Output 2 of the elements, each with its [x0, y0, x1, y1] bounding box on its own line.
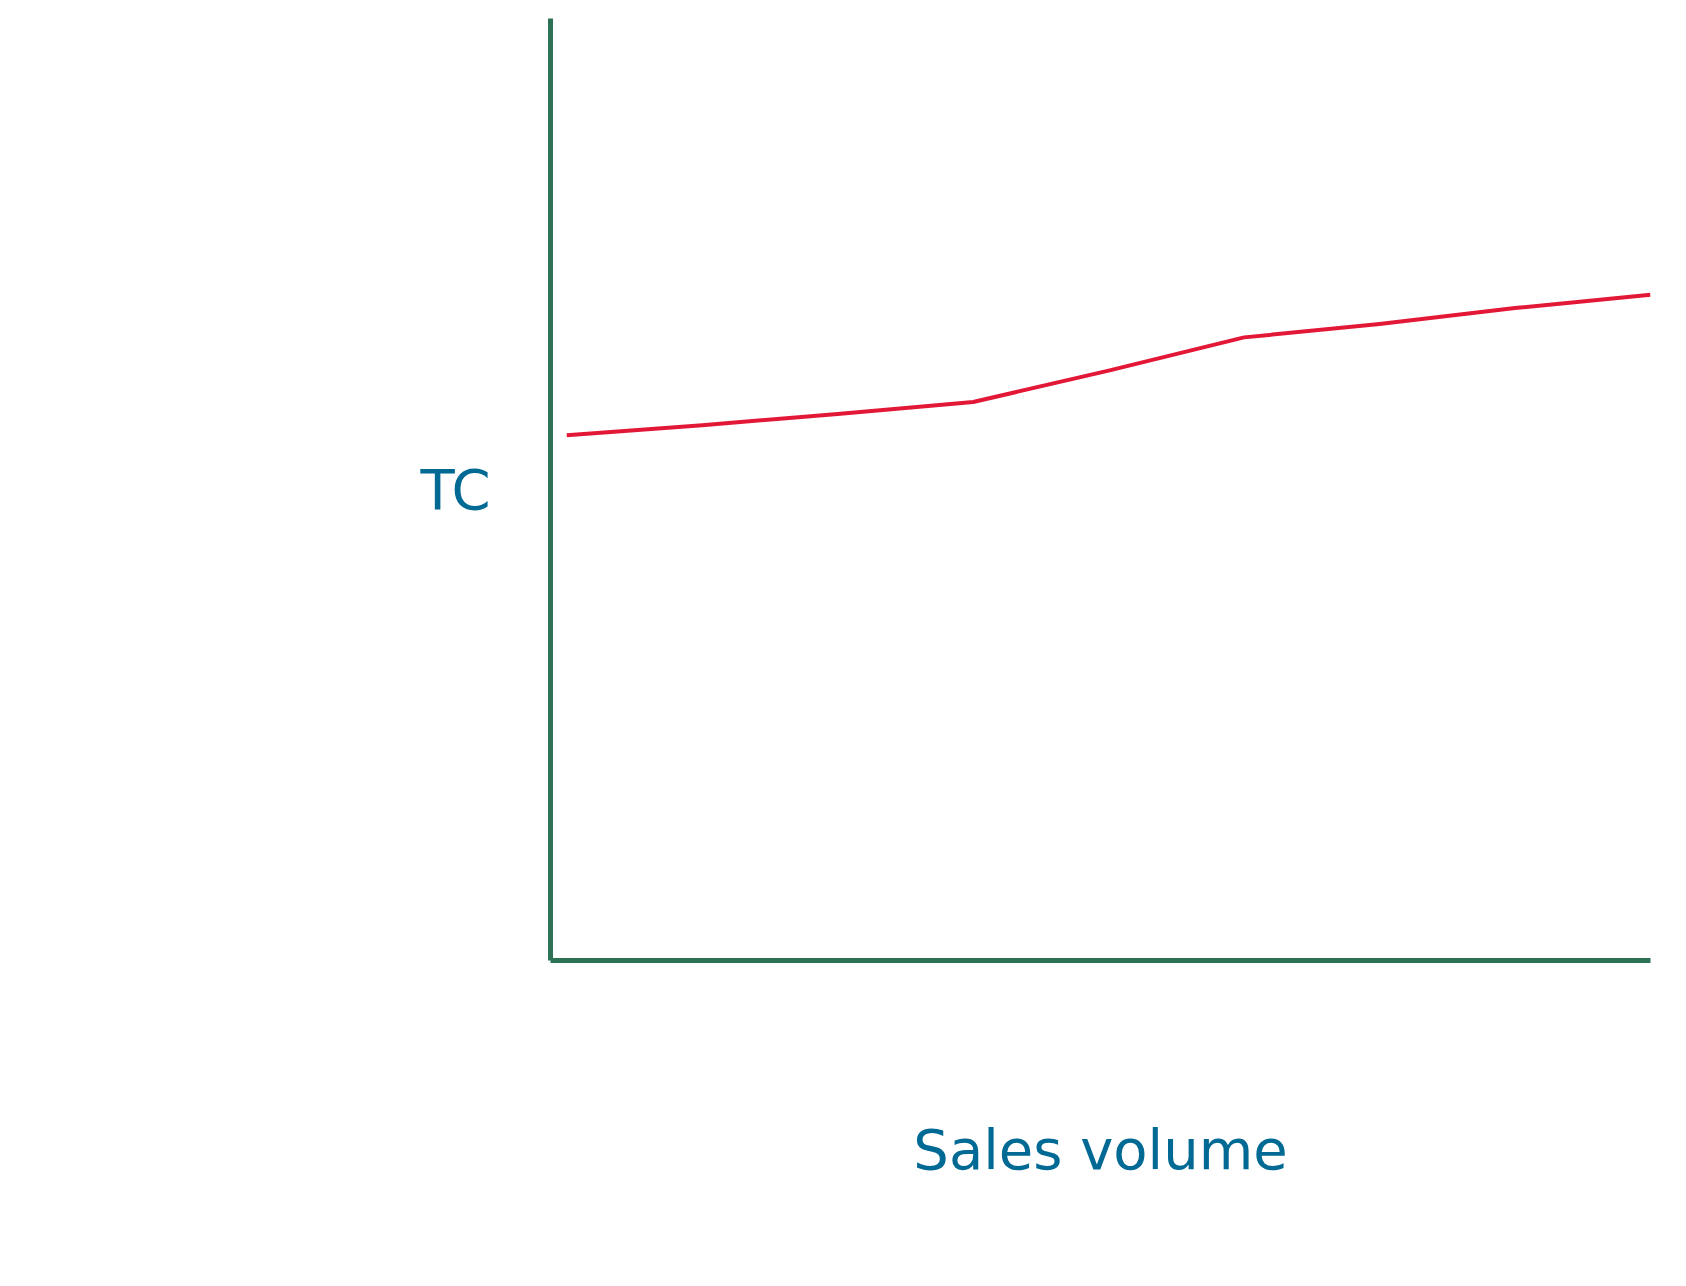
y-axis-title: TC	[419, 457, 491, 522]
x-axis-title: Sales volume	[913, 1116, 1288, 1182]
